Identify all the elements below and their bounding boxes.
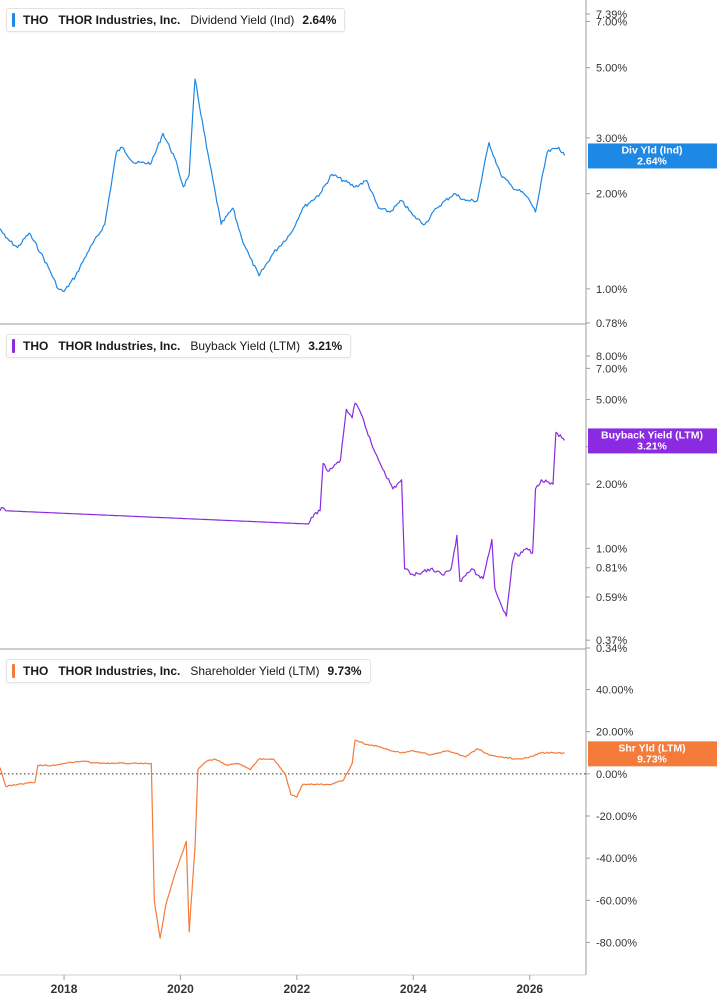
legend-buyback-yield: THO THOR Industries, Inc. Buyback Yield …	[6, 334, 352, 358]
y-tick-label: 7.39%	[596, 9, 627, 21]
y-tick-label: 7.00%	[596, 16, 627, 28]
y-tick-label: 0.59%	[596, 592, 627, 604]
value-tag-label: Shr Yld (LTM)	[618, 742, 685, 754]
series-line-shr	[0, 739, 565, 939]
legend-company: THOR Industries, Inc.	[58, 339, 181, 353]
x-tick-label: 2022	[284, 982, 311, 996]
y-tick-label: -40.00%	[596, 853, 637, 865]
legend-ticker: THO	[23, 13, 49, 27]
legend-swatch	[12, 339, 15, 353]
y-tick-label: 20.00%	[596, 727, 634, 739]
legend-swatch	[12, 664, 15, 678]
value-tag-div: Div Yld (Ind)2.64%	[588, 143, 717, 169]
legend-metric: Shareholder Yield (LTM)	[190, 664, 320, 678]
x-tick-label: 2026	[516, 982, 543, 996]
y-tick-label: 0.34%	[596, 643, 627, 655]
legend-shareholder-yield: THO THOR Industries, Inc. Shareholder Yi…	[6, 659, 371, 683]
y-tick-label: 0.78%	[596, 318, 627, 330]
y-tick-label: 2.00%	[596, 189, 627, 201]
series-line-buyback	[0, 402, 566, 617]
value-tags: Div Yld (Ind)2.64% Buyback Yield (LTM)3.2…	[588, 143, 717, 767]
y-tick-label: 5.00%	[596, 394, 627, 406]
y-tick-label: 0.37%	[596, 635, 627, 647]
value-tag-buyback: Buyback Yield (LTM)3.21%	[588, 428, 717, 454]
x-axis: 2018 2020 2022 2024 2026	[0, 974, 586, 996]
value-tag-label: Buyback Yield (LTM)	[601, 429, 703, 441]
legend-ticker: THO	[23, 339, 49, 353]
legend-swatch	[12, 13, 15, 27]
y-tick-label: 0.00%	[596, 769, 627, 781]
value-tag-value: 2.64%	[637, 155, 667, 167]
legend-ticker: THO	[23, 664, 49, 678]
value-tag-shr: Shr Yld (LTM)9.73%	[588, 741, 717, 767]
legend-value: 2.64%	[302, 13, 337, 27]
grid-layer	[0, 323, 586, 775]
value-tag-value: 3.21%	[637, 440, 667, 452]
y-axis-layer: 7.39%7.00%5.00%3.00%2.00%1.00%0.78%8.00%…	[585, 0, 637, 975]
legend-metric: Dividend Yield (Ind)	[190, 13, 295, 27]
y-tick-label: -80.00%	[596, 937, 637, 949]
series-line-div	[0, 78, 566, 293]
x-tick-label: 2018	[51, 982, 78, 996]
value-tag-value: 9.73%	[637, 753, 667, 765]
y-tick-label: 1.00%	[596, 284, 627, 296]
legend-company: THOR Industries, Inc.	[58, 13, 181, 27]
y-tick-label: 5.00%	[596, 63, 627, 75]
legend-metric: Buyback Yield (LTM)	[190, 339, 301, 353]
y-tick-label: -60.00%	[596, 895, 637, 907]
value-tag-label: Div Yld (Ind)	[621, 144, 682, 156]
series-layer	[0, 78, 566, 939]
legend-value: 3.21%	[308, 339, 343, 353]
y-tick-label: -20.00%	[596, 811, 637, 823]
y-tick-label: 8.00%	[596, 351, 627, 363]
y-tick-label: 0.81%	[596, 563, 627, 575]
legend-company: THOR Industries, Inc.	[58, 664, 181, 678]
x-tick-label: 2020	[167, 982, 194, 996]
y-tick-label: 3.00%	[596, 133, 627, 145]
x-tick-label: 2024	[400, 982, 427, 996]
legend-value: 9.73%	[327, 664, 362, 678]
legend-dividend-yield: THO THOR Industries, Inc. Dividend Yield…	[6, 8, 346, 32]
y-tick-label: 2.00%	[596, 479, 627, 491]
y-tick-label: 7.00%	[596, 363, 627, 375]
y-tick-label: 40.00%	[596, 685, 634, 697]
y-tick-label: 1.00%	[596, 543, 627, 555]
